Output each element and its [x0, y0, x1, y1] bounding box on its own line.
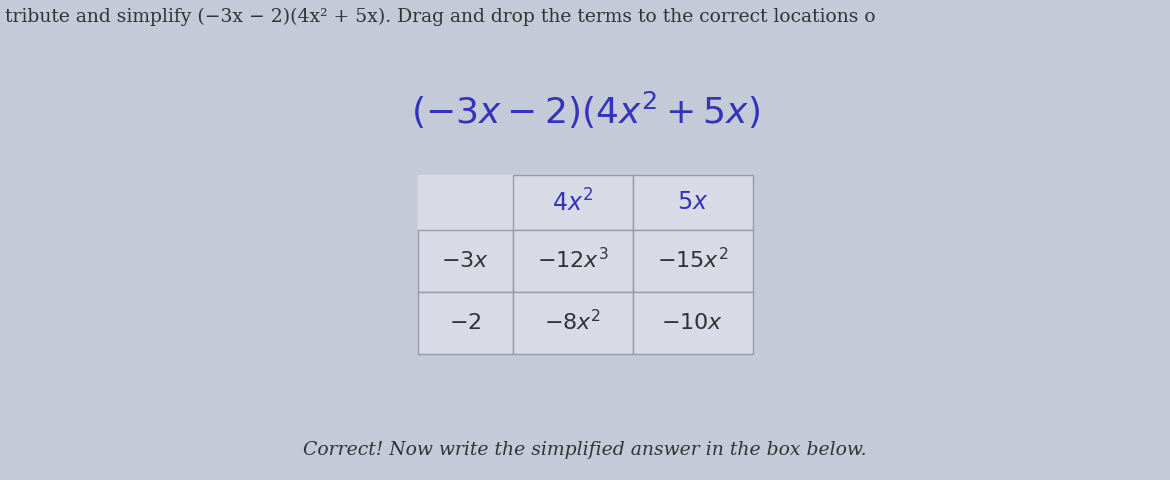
FancyBboxPatch shape — [633, 175, 752, 230]
FancyBboxPatch shape — [418, 292, 512, 354]
Text: $-10x$: $-10x$ — [661, 312, 724, 334]
Text: tribute and simplify (−3x − 2)(4x² + 5x). Drag and drop the terms to the correct: tribute and simplify (−3x − 2)(4x² + 5x)… — [5, 8, 875, 26]
Text: $(-3x-2)(4x^2+5x)$: $(-3x-2)(4x^2+5x)$ — [411, 89, 759, 131]
Text: Correct! Now write the simplified answer in the box below.: Correct! Now write the simplified answer… — [303, 441, 867, 459]
Text: $-15x^2$: $-15x^2$ — [656, 249, 728, 274]
Text: $-3x$: $-3x$ — [441, 250, 489, 272]
FancyBboxPatch shape — [633, 230, 752, 292]
FancyBboxPatch shape — [512, 230, 633, 292]
FancyBboxPatch shape — [512, 175, 633, 230]
Text: $-2$: $-2$ — [449, 312, 481, 334]
Text: $5x$: $5x$ — [677, 191, 708, 214]
Text: $-12x^3$: $-12x^3$ — [537, 249, 608, 274]
FancyBboxPatch shape — [418, 175, 512, 230]
Text: $4x^2$: $4x^2$ — [552, 189, 593, 216]
FancyBboxPatch shape — [512, 292, 633, 354]
FancyBboxPatch shape — [633, 292, 752, 354]
Text: $-8x^2$: $-8x^2$ — [544, 311, 601, 336]
FancyBboxPatch shape — [418, 230, 512, 292]
